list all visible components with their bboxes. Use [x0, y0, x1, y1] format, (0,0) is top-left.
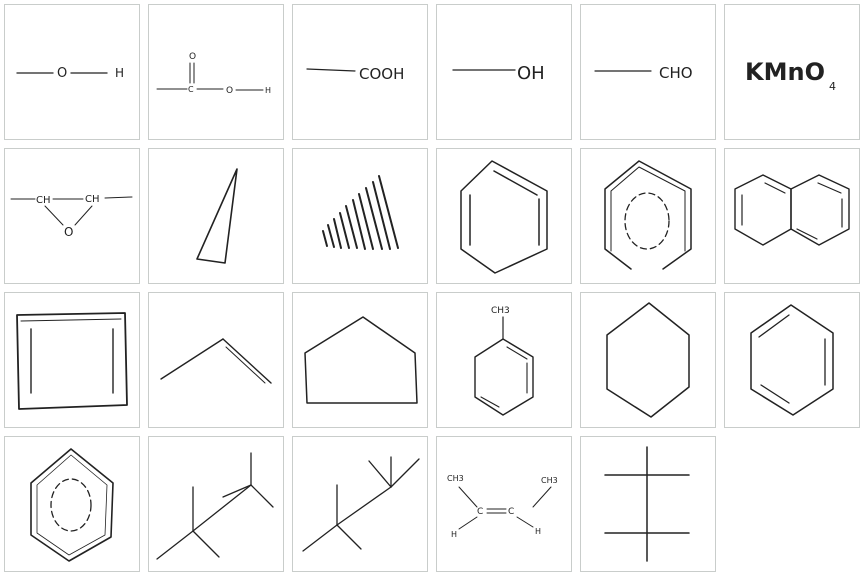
- hydrogen-right: H: [535, 527, 541, 536]
- epoxide-sketch[interactable]: CH CH O: [4, 148, 140, 284]
- hashed-wedge-bond-sketch[interactable]: [292, 148, 428, 284]
- oh-group-sketch[interactable]: OH: [436, 4, 572, 140]
- ch-left: CH: [36, 195, 51, 206]
- cyclobutadiene-sketch[interactable]: [4, 292, 140, 428]
- oh-label: OH: [517, 63, 545, 84]
- cooh-group-sketch[interactable]: COOH: [292, 4, 428, 140]
- benzene-kekule-sketch[interactable]: [436, 148, 572, 284]
- atom-h: H: [115, 66, 124, 80]
- cho-label: CHO: [659, 64, 693, 82]
- atom-o: O: [57, 66, 67, 81]
- wedge-bond-sketch[interactable]: [148, 148, 284, 284]
- methyl-left-label: CH3: [447, 474, 464, 483]
- atom-o: O: [226, 86, 233, 96]
- atom-o-top: O: [189, 52, 196, 62]
- benzene-circle-sketch[interactable]: [580, 148, 716, 284]
- cooh-label: COOH: [359, 65, 404, 83]
- cis-2-butene-sketch[interactable]: CH3 CH3 C C H H: [436, 436, 572, 572]
- hydrogen-left: H: [451, 530, 457, 539]
- carbon-left: C: [477, 507, 483, 517]
- cyclohexane-sketch[interactable]: [580, 292, 716, 428]
- kmno-label: KMnO: [745, 58, 825, 86]
- ch-right: CH: [85, 194, 100, 205]
- branched-alkane-sketch-1[interactable]: [148, 436, 284, 572]
- benzene-circle-sketch-2[interactable]: [4, 436, 140, 572]
- atom-o: O: [64, 225, 73, 239]
- propene-skeletal-sketch[interactable]: [148, 292, 284, 428]
- benzene-kekule-sketch-2[interactable]: [724, 292, 860, 428]
- carboxylic-acid-structure-sketch[interactable]: O C O H: [148, 4, 284, 140]
- carbon-right: C: [508, 507, 514, 517]
- fischer-projection-sketch[interactable]: [580, 436, 716, 572]
- atom-h: H: [265, 86, 271, 95]
- naphthalene-sketch[interactable]: [724, 148, 860, 284]
- cyclopentane-sketch[interactable]: [292, 292, 428, 428]
- branched-alkane-sketch-2[interactable]: [292, 436, 428, 572]
- toluene-sketch[interactable]: CH3: [436, 292, 572, 428]
- atom-c: C: [188, 85, 194, 94]
- subscript-4: 4: [829, 80, 836, 93]
- hydroxyl-group-sketch[interactable]: O H: [4, 4, 140, 140]
- kmno4-formula[interactable]: KMnO 4: [724, 4, 860, 140]
- cho-group-sketch[interactable]: CHO: [580, 4, 716, 140]
- methyl-right-label: CH3: [541, 476, 558, 485]
- methyl-label: CH3: [491, 306, 510, 316]
